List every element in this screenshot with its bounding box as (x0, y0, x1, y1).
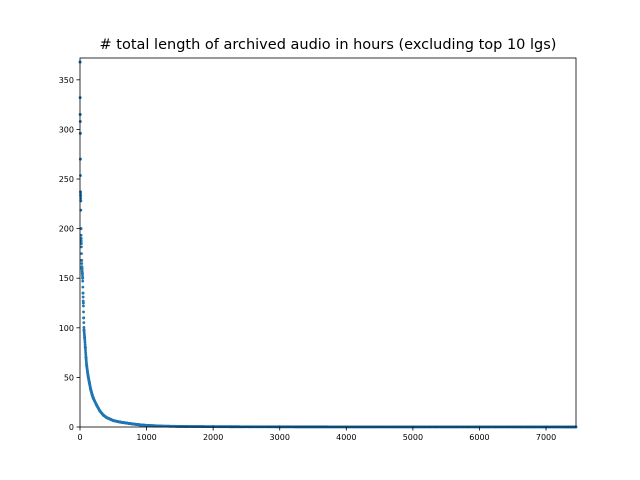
data-point (80, 267, 84, 271)
y-tick-label: 100 (59, 324, 74, 333)
y-tick-label: 50 (64, 373, 74, 382)
x-tick-label: 6000 (469, 433, 489, 442)
data-point (83, 337, 87, 341)
data-point (81, 295, 85, 299)
x-tick-label: 0 (77, 433, 82, 442)
x-tick-label: 5000 (403, 433, 423, 442)
data-point (83, 345, 87, 349)
data-point (83, 347, 87, 351)
x-tick-label: 2000 (203, 433, 223, 442)
data-point (79, 239, 83, 243)
data-point (81, 299, 85, 303)
y-tick-label: 150 (59, 274, 74, 283)
y-tick-label: 250 (59, 175, 74, 184)
data-point (83, 341, 87, 345)
data-point (83, 339, 87, 343)
data-point (79, 241, 83, 245)
x-axis: 0 1000 2000 3000 4000 5000 6000 7000 (77, 427, 556, 442)
data-point (83, 343, 87, 347)
y-axis: 0 50 100 150 200 250 300 350 (59, 76, 80, 432)
data-point (81, 279, 85, 283)
y-tick-label: 350 (59, 76, 74, 85)
x-tick-label: 1000 (136, 433, 156, 442)
data-point (79, 233, 83, 237)
plot-frame (79, 57, 577, 428)
plot-area (78, 60, 578, 429)
chart-title: # total length of archived audio in hour… (100, 37, 557, 53)
data-point (81, 273, 84, 277)
data-point (81, 291, 85, 295)
data-point (82, 310, 85, 314)
data-point (81, 275, 84, 279)
x-tick-label: 7000 (536, 433, 556, 442)
y-tick-label: 200 (59, 225, 74, 234)
data-point (80, 262, 84, 265)
data-point (81, 301, 85, 305)
data-point (80, 271, 84, 275)
y-tick-label: 300 (59, 125, 74, 134)
data-point (79, 245, 83, 249)
data-point (81, 304, 85, 308)
data-point (79, 237, 83, 241)
data-point (80, 269, 84, 273)
data-point (84, 349, 87, 353)
data-point (79, 174, 82, 177)
data-point (84, 351, 88, 355)
data-point (82, 321, 86, 325)
data-point (84, 353, 88, 356)
x-tick-label: 3000 (270, 433, 290, 442)
x-tick-label: 4000 (336, 433, 356, 442)
data-point (81, 285, 85, 289)
y-tick-label: 0 (69, 423, 74, 432)
data-point (80, 265, 84, 269)
data-point (80, 258, 84, 262)
data-point (82, 326, 86, 329)
data-point (82, 316, 86, 320)
data-point (80, 252, 83, 256)
